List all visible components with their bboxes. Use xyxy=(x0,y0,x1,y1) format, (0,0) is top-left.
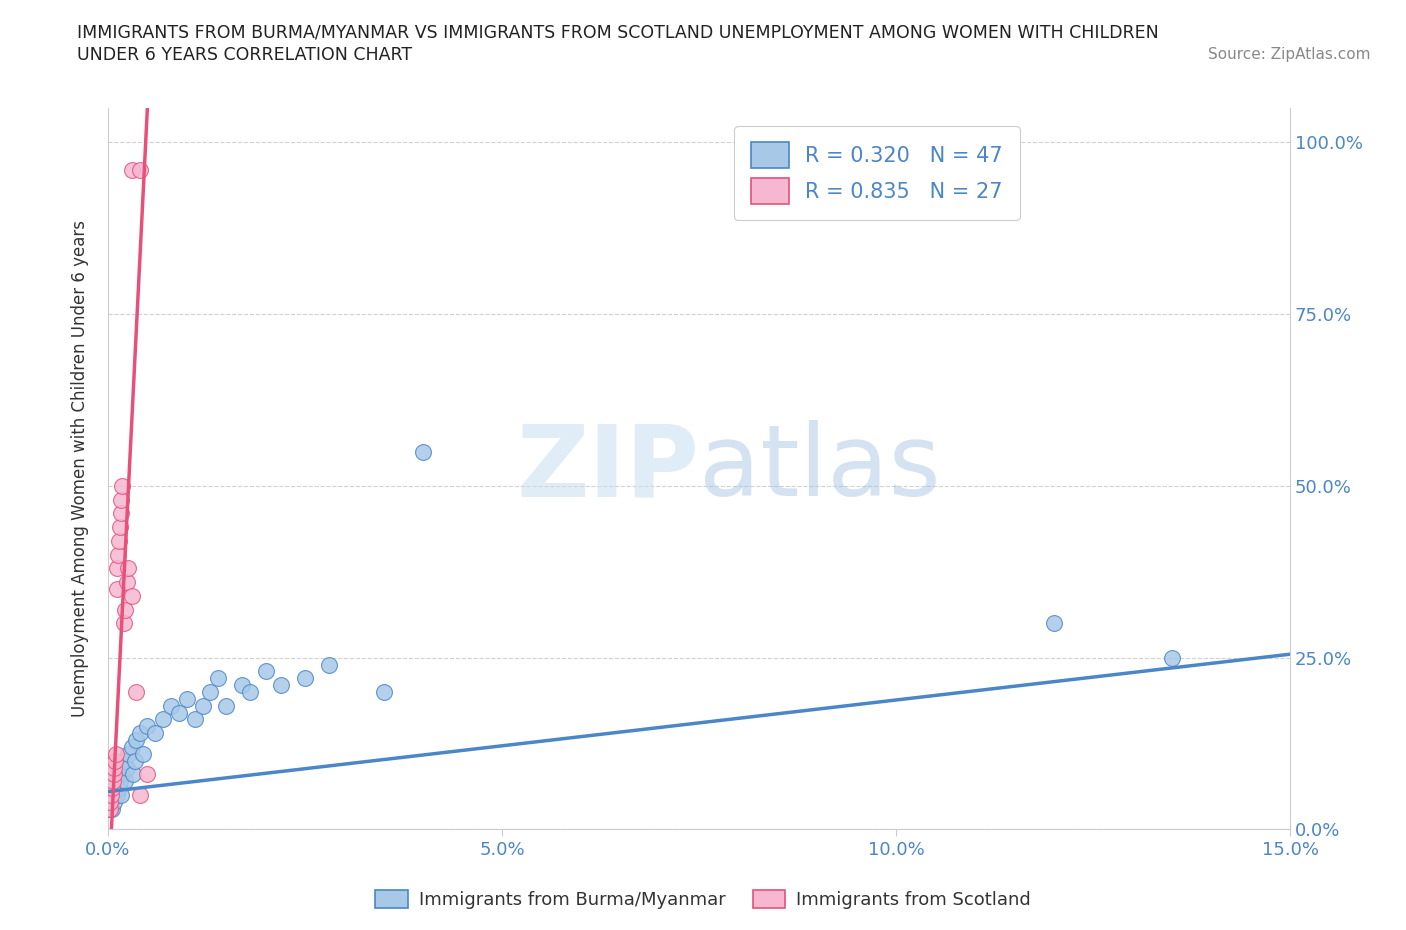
Point xyxy=(183,712,205,727)
Point xyxy=(200,684,222,699)
Point xyxy=(107,561,129,576)
Point xyxy=(104,753,127,768)
Point xyxy=(160,698,183,713)
Point xyxy=(124,753,146,768)
Point xyxy=(239,684,262,699)
Point xyxy=(98,794,121,809)
Point xyxy=(412,445,434,459)
Point xyxy=(108,520,131,535)
Point xyxy=(121,739,143,754)
Point xyxy=(104,780,127,795)
Point xyxy=(121,163,143,178)
Point xyxy=(191,698,214,713)
Point xyxy=(143,725,166,740)
Point xyxy=(111,767,134,782)
Point xyxy=(103,788,125,803)
Point xyxy=(215,698,238,713)
Point xyxy=(110,506,132,521)
Point xyxy=(101,780,124,795)
Point xyxy=(254,664,277,679)
Point xyxy=(121,589,143,604)
Point xyxy=(110,492,132,507)
Point xyxy=(125,733,148,748)
Point xyxy=(104,774,127,789)
Point xyxy=(101,780,124,795)
Point xyxy=(112,616,135,631)
Point xyxy=(98,802,121,817)
Point xyxy=(231,678,253,693)
Point xyxy=(115,575,138,590)
Point xyxy=(105,581,128,596)
Point xyxy=(111,478,134,493)
Point xyxy=(108,774,131,789)
Point xyxy=(152,712,174,727)
Point xyxy=(101,802,124,817)
Point xyxy=(98,794,121,809)
Point xyxy=(100,788,122,803)
Point xyxy=(110,760,132,775)
Point xyxy=(103,767,125,782)
Point xyxy=(100,788,122,803)
Point xyxy=(110,788,132,803)
Point xyxy=(167,705,190,720)
Point xyxy=(128,163,150,178)
Point xyxy=(1042,616,1064,631)
Point xyxy=(176,691,198,706)
Point xyxy=(107,767,129,782)
Point xyxy=(101,774,124,789)
Point xyxy=(128,788,150,803)
Point xyxy=(128,725,150,740)
Point xyxy=(294,671,316,685)
Point xyxy=(132,747,155,762)
Point xyxy=(117,747,139,762)
Point xyxy=(318,658,340,672)
Point xyxy=(373,684,395,699)
Point xyxy=(207,671,229,685)
Text: atlas: atlas xyxy=(699,420,941,517)
Point xyxy=(117,561,139,576)
Legend: Immigrants from Burma/Myanmar, Immigrants from Scotland: Immigrants from Burma/Myanmar, Immigrant… xyxy=(368,883,1038,916)
Point xyxy=(107,788,129,803)
Point xyxy=(103,760,125,775)
Text: Source: ZipAtlas.com: Source: ZipAtlas.com xyxy=(1208,46,1371,61)
Point xyxy=(112,753,135,768)
Legend: R = 0.320   N = 47, R = 0.835   N = 27: R = 0.320 N = 47, R = 0.835 N = 27 xyxy=(734,126,1019,220)
Point xyxy=(124,684,146,699)
Point xyxy=(115,760,138,775)
Text: ZIP: ZIP xyxy=(516,420,699,517)
Point xyxy=(1160,650,1182,665)
Text: IMMIGRANTS FROM BURMA/MYANMAR VS IMMIGRANTS FROM SCOTLAND UNEMPLOYMENT AMONG WOM: IMMIGRANTS FROM BURMA/MYANMAR VS IMMIGRA… xyxy=(77,23,1159,41)
Point xyxy=(122,767,145,782)
Point xyxy=(114,602,136,617)
Y-axis label: Unemployment Among Women with Children Under 6 years: Unemployment Among Women with Children U… xyxy=(72,220,89,717)
Point xyxy=(98,802,121,817)
Point xyxy=(108,780,131,795)
Point xyxy=(107,547,129,562)
Point xyxy=(103,794,125,809)
Point xyxy=(136,719,159,734)
Text: UNDER 6 YEARS CORRELATION CHART: UNDER 6 YEARS CORRELATION CHART xyxy=(77,46,412,64)
Point xyxy=(114,774,136,789)
Point xyxy=(108,534,131,549)
Point xyxy=(136,767,159,782)
Point xyxy=(104,747,127,762)
Point xyxy=(270,678,292,693)
